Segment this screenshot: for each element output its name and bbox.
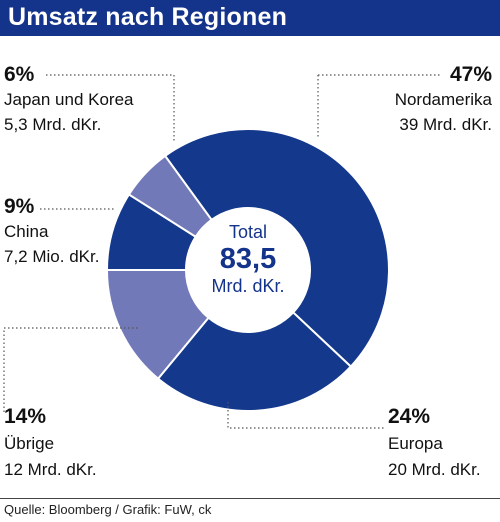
data-label-pct-uebrige: 14% xyxy=(4,405,47,428)
data-label-pct-nordamerika: 47% xyxy=(449,63,492,86)
total-label: Total xyxy=(228,222,268,242)
total-value: 83,5 xyxy=(219,243,277,275)
donut-center-hole xyxy=(186,208,310,332)
title-bar: Umsatz nach Regionen xyxy=(0,0,500,36)
chart-title: Umsatz nach Regionen xyxy=(8,3,288,31)
data-label-amount-china: 7,2 Mio. dKr. xyxy=(4,247,100,266)
data-label-amount-japan-korea: 5,3 Mrd. dKr. xyxy=(4,115,102,134)
data-label-name-nordamerika: Nordamerika xyxy=(394,90,492,109)
leader-line-uebrige xyxy=(3,327,140,412)
data-label-amount-uebrige: 12 Mrd. dKr. xyxy=(4,460,97,479)
data-label-amount-nordamerika: 39 Mrd. dKr. xyxy=(399,115,492,134)
footer-divider xyxy=(0,498,500,499)
data-label-pct-japan-korea: 6% xyxy=(4,63,35,86)
data-label-name-europa: Europa xyxy=(388,434,443,453)
source-note: Quelle: Bloomberg / Grafik: FuW, ck xyxy=(4,502,212,517)
total-unit: Mrd. dKr. xyxy=(211,276,285,296)
data-label-name-uebrige: Übrige xyxy=(4,434,55,453)
data-label-pct-china: 9% xyxy=(4,195,35,218)
data-label-name-china: China xyxy=(4,222,49,241)
data-label-pct-europa: 24% xyxy=(388,405,431,428)
data-label-name-japan-korea: Japan und Korea xyxy=(4,90,134,109)
leader-line-europa xyxy=(227,402,386,429)
leader-line-japan-korea xyxy=(46,74,175,142)
data-label-amount-europa: 20 Mrd. dKr. xyxy=(388,460,481,479)
